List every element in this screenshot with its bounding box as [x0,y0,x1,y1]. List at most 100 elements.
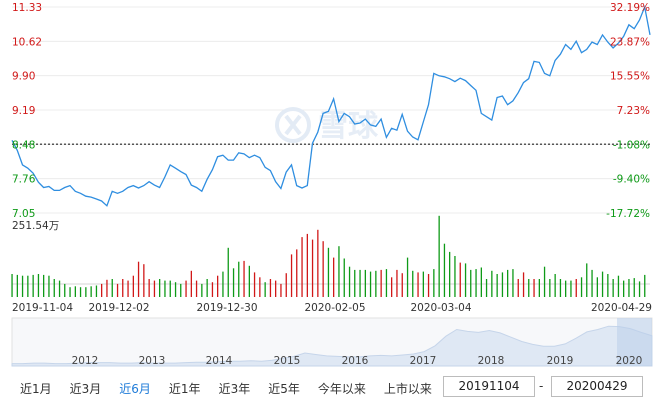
volume-bar [375,270,377,297]
volume-bar [27,275,29,297]
volume-bar [580,277,583,297]
volume-bar [190,270,192,297]
volume-bar [122,279,124,297]
range-5y-button[interactable]: 近5年 [268,382,300,396]
overview-year-label: 2012 [72,355,99,367]
volume-bar [480,267,482,297]
range-1m-button[interactable]: 近1月 [20,382,52,396]
volume-bar [470,269,472,297]
price-tick-label: 7.05 [12,208,35,220]
percent-axis-labels: 32.19% 23.87% 15.55% 7.23% -1.08% -9.40% -17.7… [606,2,650,220]
volume-bar [348,266,351,297]
volume-bar [464,263,467,297]
overview-area [11,325,653,367]
percent-tick-label: 23.87% [610,36,650,48]
volume-bar [612,279,614,297]
volume-bar [570,280,572,297]
volume-bar [586,263,588,297]
range-ytd-button[interactable]: 今年以来 [317,382,366,396]
volume-bar [543,266,546,297]
volume-bar [264,282,266,297]
volume-bar [169,280,171,297]
volume-bar [21,275,24,297]
range-1y-button[interactable]: 近1年 [168,382,201,396]
volume-bar [369,271,372,297]
stock-chart[interactable]: 雪球 11.33 10.62 9.90 9.19 8.48 7.76 7.05 32.19%… [0,0,657,370]
volume-bar [406,257,409,297]
volume-bar [290,254,293,297]
volume-bar [623,280,625,297]
volume-bar [427,274,430,297]
volume-bar [322,241,324,297]
volume-bar [401,273,403,297]
volume-bar [528,279,530,297]
price-tick-label: 10.62 [12,36,42,48]
volume-bar [206,279,208,297]
volume-bar [164,280,166,297]
price-tick-label: 9.90 [12,71,35,83]
volume-bar [280,283,282,297]
overview-year-label: 2016 [342,355,369,367]
volume-bar [596,277,598,297]
range-since-listing-button[interactable]: 上市以来 [383,382,432,396]
volume-bar [64,283,66,297]
volume-bar [16,274,18,297]
range-selector: 近1月 近3月 近6月 近1年 近3年 近5年 今年以来 上市以来 [0,370,657,407]
volume-max-label: 251.54万 [12,220,59,232]
volume-bar [269,279,272,297]
volume-bar [607,274,609,297]
volume-bar [385,269,388,297]
start-date-input[interactable]: 20191104 [443,376,535,397]
volume-bar [601,271,604,297]
volume-bar [396,269,398,297]
volume-bar [69,287,71,297]
volume-bar [364,269,366,297]
volume-bar [317,229,319,297]
price-tick-label: 11.33 [12,2,42,14]
volume-bar [32,274,34,297]
range-6m-button[interactable]: 近6月 [119,382,151,396]
volume-bar [90,286,92,297]
xueqiu-watermark: 雪球 [275,107,379,144]
volume-bar [153,280,156,297]
date-tick-label: 2019-12-30 [196,302,257,314]
volume-bar [48,275,50,297]
volume-bar [116,283,119,297]
watermark-text: 雪球 [318,109,379,144]
range-3y-button[interactable]: 近3年 [218,382,251,396]
volume-bar [185,280,187,297]
volume-bar [137,261,140,297]
volume-bar [259,277,261,297]
volume-bar [11,274,13,297]
price-tick-label: 9.19 [12,105,35,117]
volume-bar [538,279,540,297]
volume-bar [549,279,551,297]
volume-bar [591,269,593,297]
range-3m-button[interactable]: 近3月 [69,382,102,396]
volume-bar [306,233,308,297]
end-date-input[interactable]: 20200429 [551,376,643,397]
volume-bar [285,273,287,297]
volume-bar [449,251,451,297]
volume-bar [533,279,535,297]
overview-navigator[interactable]: 2012 2013 2014 2015 2016 2017 2018 2019 2020 [11,317,653,367]
volume-bar [248,265,250,297]
percent-tick-label: -17.72% [606,208,650,220]
volume-bar [275,280,277,297]
volume-bar [343,258,345,297]
volume-bar [37,274,40,297]
price-tick-label: 7.76 [12,174,36,186]
volume-bar [459,262,461,297]
volume-bar [58,280,61,297]
volume-bar [106,279,108,297]
volume-bar [111,279,113,297]
volume-bar [201,283,203,297]
volume-bar [417,272,419,297]
volume-bar [232,268,235,297]
volume-bar [554,274,556,297]
volume-bar [338,246,340,297]
volume-bar [517,279,519,297]
volume-bar [327,247,330,297]
volume-bar [301,237,303,297]
date-tick-label: 2020-02-05 [304,302,365,314]
